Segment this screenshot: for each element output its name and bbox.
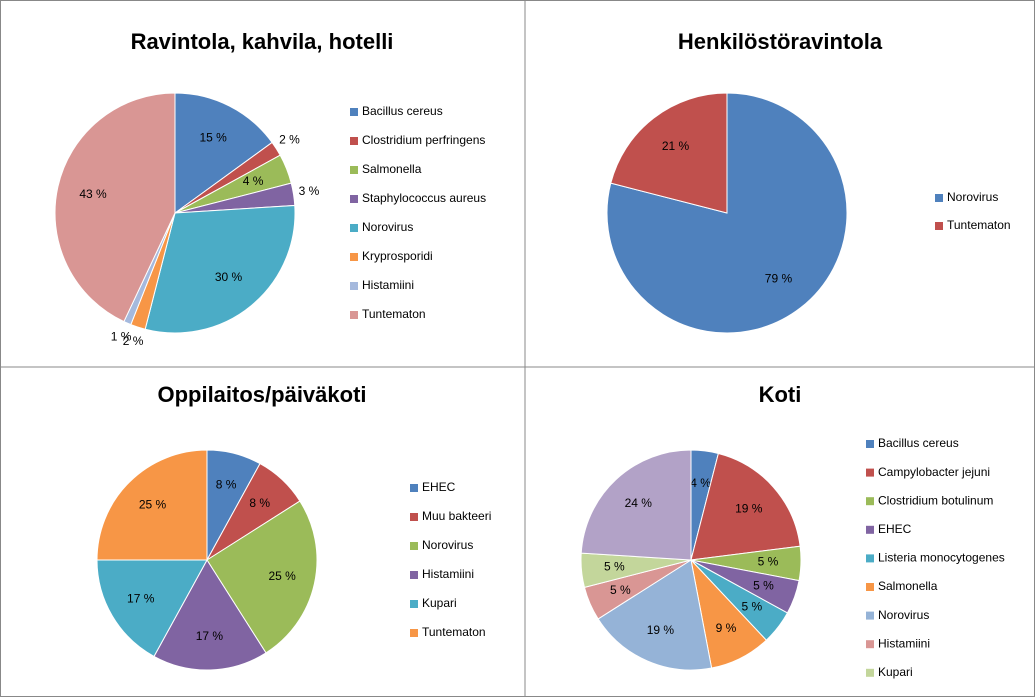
data-label: 8 % bbox=[216, 478, 237, 492]
legend-swatch bbox=[410, 484, 418, 492]
legend-swatch bbox=[350, 195, 358, 203]
chart-title: Koti bbox=[759, 382, 802, 407]
legend-label: Tuntematon bbox=[947, 218, 1011, 232]
legend-swatch bbox=[866, 554, 874, 563]
pie-slice bbox=[206, 500, 318, 654]
data-label: 2 % bbox=[279, 133, 300, 147]
legend-label: Kryprosporidi bbox=[362, 249, 433, 263]
legend-label: Tuntematon bbox=[362, 307, 426, 321]
legend-label: Kupari bbox=[422, 596, 457, 610]
legend-label: EHEC bbox=[878, 522, 912, 536]
data-label: 24 % bbox=[625, 496, 653, 510]
pie-slice bbox=[690, 452, 801, 561]
legend-swatch bbox=[350, 137, 358, 145]
legend-label: EHEC bbox=[422, 480, 456, 494]
pie-slice bbox=[174, 92, 273, 214]
pie-slice bbox=[54, 92, 176, 323]
legend-swatch bbox=[866, 640, 874, 649]
data-label: 4 % bbox=[243, 174, 264, 188]
data-label: 5 % bbox=[741, 599, 762, 613]
data-label: 19 % bbox=[735, 501, 763, 515]
legend-swatch bbox=[410, 629, 418, 637]
legend-label: Histamiini bbox=[362, 278, 414, 292]
legend-swatch bbox=[866, 497, 874, 506]
legend-swatch bbox=[866, 668, 874, 677]
legend-swatch bbox=[935, 222, 943, 230]
legend-swatch bbox=[866, 611, 874, 620]
legend-label: Clostridium perfringens bbox=[362, 133, 485, 147]
data-label: 5 % bbox=[604, 559, 625, 573]
data-label: 17 % bbox=[127, 591, 155, 605]
legend-label: Bacillus cereus bbox=[362, 104, 443, 118]
legend-label: Norovirus bbox=[362, 220, 413, 234]
data-label: 8 % bbox=[249, 496, 270, 510]
data-label: 17 % bbox=[196, 629, 224, 643]
data-label: 79 % bbox=[765, 272, 793, 286]
data-label: 4 % bbox=[690, 476, 711, 490]
pie-slice bbox=[597, 559, 713, 671]
legend-swatch bbox=[350, 282, 358, 290]
legend-swatch bbox=[866, 440, 874, 448]
legend-swatch bbox=[350, 166, 358, 174]
legend-swatch bbox=[410, 600, 418, 608]
data-label: 30 % bbox=[215, 270, 243, 284]
legend-swatch bbox=[350, 311, 358, 319]
legend-label: Listeria monocytogenes bbox=[878, 551, 1005, 565]
data-label: 19 % bbox=[647, 623, 675, 637]
legend-label: Norovirus bbox=[878, 608, 929, 622]
legend-label: Norovirus bbox=[422, 538, 473, 552]
legend-label: Histamiini bbox=[422, 567, 474, 581]
legend-label: Tuntematon bbox=[422, 625, 486, 639]
pie-slice bbox=[96, 449, 208, 561]
legend-swatch bbox=[866, 525, 874, 534]
data-label: 2 % bbox=[123, 334, 144, 348]
legend-swatch bbox=[935, 194, 943, 202]
legend-label: Bacillus cereus bbox=[878, 436, 959, 450]
legend-label: Kupari bbox=[878, 665, 913, 679]
legend-label: Campylobacter jejuni bbox=[878, 465, 990, 479]
chart-title: Ravintola, kahvila, hotelli bbox=[131, 29, 394, 54]
chart-title: Henkilöstöravintola bbox=[678, 29, 883, 54]
legend-swatch bbox=[350, 108, 358, 116]
data-label: 25 % bbox=[268, 569, 296, 583]
data-label: 15 % bbox=[199, 130, 227, 144]
data-label: 1 % bbox=[111, 330, 132, 344]
data-label: 25 % bbox=[139, 498, 167, 512]
legend-swatch bbox=[866, 583, 874, 591]
legend-label: Norovirus bbox=[947, 190, 998, 204]
pie-slice bbox=[610, 92, 728, 214]
data-label: 5 % bbox=[758, 555, 779, 569]
pie-slice bbox=[96, 559, 208, 658]
data-label: 21 % bbox=[662, 139, 690, 153]
pie-slice bbox=[153, 559, 267, 671]
legend-label: Salmonella bbox=[878, 579, 938, 593]
data-label: 5 % bbox=[610, 583, 631, 597]
data-label: 3 % bbox=[299, 184, 320, 198]
legend-swatch bbox=[350, 253, 358, 261]
data-label: 9 % bbox=[716, 621, 737, 635]
legend-label: Histamiini bbox=[878, 636, 930, 650]
legend-swatch bbox=[410, 542, 418, 550]
legend-label: Clostridium botulinum bbox=[878, 493, 993, 507]
legend-swatch bbox=[866, 468, 874, 477]
data-label: 43 % bbox=[79, 187, 107, 201]
data-label: 5 % bbox=[753, 578, 774, 592]
legend-label: Salmonella bbox=[362, 162, 422, 176]
legend-label: Muu bakteeri bbox=[422, 509, 491, 523]
pie-slice bbox=[144, 204, 296, 334]
legend-swatch bbox=[410, 513, 418, 521]
legend-swatch bbox=[350, 224, 358, 232]
legend-label: Staphylococcus aureus bbox=[362, 191, 486, 205]
legend-swatch bbox=[410, 571, 418, 579]
pie-slice bbox=[580, 449, 692, 561]
chart-title: Oppilaitos/päiväkoti bbox=[157, 382, 366, 407]
